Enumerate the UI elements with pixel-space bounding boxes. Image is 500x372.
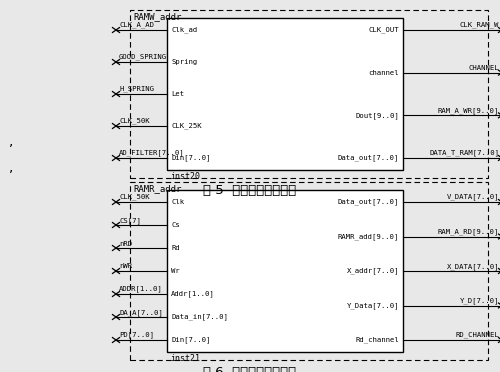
Text: inst20: inst20 [170, 172, 200, 181]
Text: Let: Let [171, 91, 184, 97]
Text: Rd_channel: Rd_channel [355, 337, 399, 343]
Text: AD_FILTER[7..0]: AD_FILTER[7..0] [119, 150, 184, 157]
Text: Data_in[7..0]: Data_in[7..0] [171, 314, 228, 320]
Text: Cs: Cs [171, 222, 180, 228]
Text: Dout[9..0]: Dout[9..0] [355, 112, 399, 119]
Text: ,: , [9, 160, 14, 174]
Bar [167, 190, 403, 352]
Bar [130, 182, 488, 360]
Text: Spring: Spring [171, 59, 197, 65]
Bar [130, 10, 488, 178]
Text: 图 5  波形存储控制模块: 图 5 波形存储控制模块 [204, 184, 296, 197]
Text: DATA_T_RAM[7..0]: DATA_T_RAM[7..0] [429, 150, 499, 157]
Text: Wr: Wr [171, 268, 180, 274]
Text: RAMW_addr: RAMW_addr [133, 12, 182, 21]
Text: CLK_25K: CLK_25K [171, 123, 202, 129]
Text: PD[7..0]: PD[7..0] [119, 332, 154, 339]
Text: inst21: inst21 [170, 354, 200, 363]
Text: X_DATA[7..0]: X_DATA[7..0] [446, 263, 499, 269]
Text: 图 6  波形显示控制模块: 图 6 波形显示控制模块 [204, 366, 296, 372]
Text: DA_A[7..0]: DA_A[7..0] [119, 309, 163, 315]
Text: Din[7..0]: Din[7..0] [171, 155, 210, 161]
Text: Y_D[7..0]: Y_D[7..0] [460, 297, 499, 304]
Text: Din[7..0]: Din[7..0] [171, 337, 210, 343]
Text: CLK_50K: CLK_50K [119, 118, 150, 125]
Text: RAM_A_RD[9..0]: RAM_A_RD[9..0] [438, 228, 499, 235]
Text: Data_out[7..0]: Data_out[7..0] [338, 155, 399, 161]
Text: RD_CHANNEL: RD_CHANNEL [455, 332, 499, 339]
Text: V_DATA[7..0]: V_DATA[7..0] [446, 194, 499, 201]
Text: CS[7]: CS[7] [119, 217, 141, 224]
Text: RAMR_add[9..0]: RAMR_add[9..0] [338, 233, 399, 240]
Text: nWR: nWR [119, 263, 132, 269]
Text: X_addr[7..0]: X_addr[7..0] [346, 267, 399, 275]
Text: CLK_RAM_W: CLK_RAM_W [460, 22, 499, 29]
Text: H_SPRING: H_SPRING [119, 86, 154, 93]
Text: ADDR[1..0]: ADDR[1..0] [119, 286, 163, 292]
Text: RAM_A_WR[9..0]: RAM_A_WR[9..0] [438, 107, 499, 114]
Text: Y_Data[7..0]: Y_Data[7..0] [346, 302, 399, 309]
Text: Data_out[7..0]: Data_out[7..0] [338, 199, 399, 205]
Text: Clk: Clk [171, 199, 184, 205]
Text: CLK_OUT: CLK_OUT [368, 27, 399, 33]
Text: Rd: Rd [171, 245, 180, 251]
Text: CLK_A_AD: CLK_A_AD [119, 22, 154, 29]
Text: ,: , [9, 134, 14, 148]
Text: Addr[1..0]: Addr[1..0] [171, 291, 215, 297]
Text: CLK_50K: CLK_50K [119, 194, 150, 201]
Text: channel: channel [368, 70, 399, 76]
Text: CHANNEL: CHANNEL [468, 65, 499, 71]
Text: GOOD_SPRING: GOOD_SPRING [119, 54, 167, 61]
Text: RAMR_addr: RAMR_addr [133, 184, 182, 193]
Text: Clk_ad: Clk_ad [171, 27, 197, 33]
Bar [167, 18, 403, 170]
Text: nRD: nRD [119, 241, 132, 247]
